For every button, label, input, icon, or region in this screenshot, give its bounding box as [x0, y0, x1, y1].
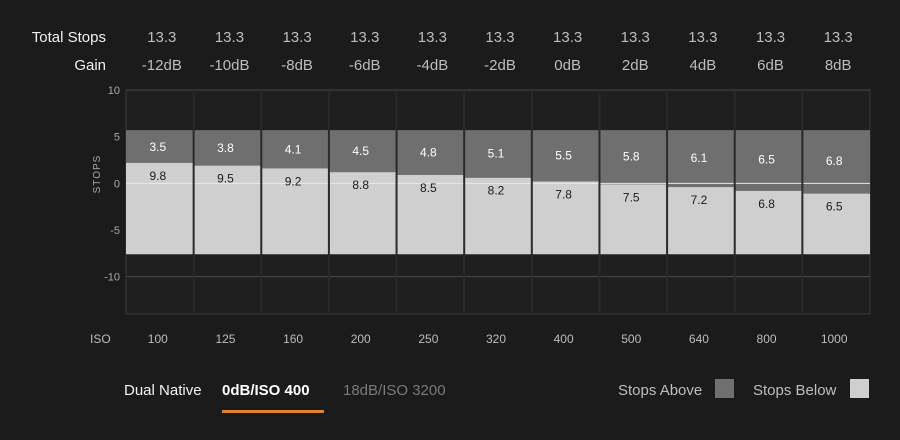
x-axis-label: ISO [90, 332, 111, 346]
iso-tick-label: 640 [688, 332, 709, 346]
gain-value: 4dB [689, 57, 717, 74]
stops-above-value-label: 4.8 [420, 145, 437, 159]
stops-below-value-label: 7.8 [555, 187, 572, 201]
stops-below-value-label: 8.8 [352, 178, 369, 192]
bar-stops-below [802, 193, 870, 255]
gain-value: -10dB [209, 57, 250, 74]
total-stops-value: 13.3 [282, 29, 312, 46]
y-tick-label: -5 [110, 225, 120, 237]
y-tick-label: 10 [108, 85, 120, 97]
bar-stops-below [734, 190, 803, 255]
total-stops-value: 13.3 [553, 29, 583, 46]
bar-stops-above [126, 130, 194, 163]
legend-stops-below-label: Stops Below [753, 382, 837, 399]
iso-tick-label: 250 [418, 332, 439, 346]
bar-stops-below [599, 184, 668, 255]
total-stops-value: 13.3 [755, 29, 786, 46]
total-stops-value: 13.3 [688, 29, 718, 46]
gain-value: -4dB [416, 57, 449, 74]
bar-stops-above [667, 130, 735, 188]
stops-above-value-label: 3.5 [149, 140, 166, 154]
selected-mode-underline [222, 410, 324, 413]
bar-stops-below [126, 162, 194, 255]
bar-stops-above [328, 130, 397, 173]
stops-below-value-label: 7.2 [691, 193, 708, 207]
gain-value: -8dB [281, 57, 313, 74]
gain-value: 8dB [824, 57, 852, 74]
total-stops-value: 13.3 [350, 29, 380, 46]
gain-value: 2dB [621, 57, 649, 74]
stops-below-value-label: 8.5 [420, 181, 437, 195]
iso-tick-label: 400 [553, 332, 574, 346]
total-stops-value: 13.3 [620, 29, 650, 46]
stops-above-value-label: 5.8 [623, 150, 640, 164]
iso-tick-label: 125 [215, 332, 236, 346]
bar-stops-below [531, 181, 600, 255]
y-tick-label: -10 [104, 272, 120, 284]
total-stops-value: 13.3 [214, 29, 245, 46]
stops-below-value-label: 9.2 [285, 174, 302, 188]
y-tick-label: 5 [114, 132, 120, 144]
bar-stops-above [396, 130, 465, 175]
stops-below-value-label: 7.5 [623, 190, 640, 204]
total-stops-value: 13.3 [485, 29, 515, 46]
gain-value: 0dB [554, 57, 581, 74]
iso-tick-label: 500 [621, 332, 642, 346]
iso-tick-label: 100 [147, 332, 168, 346]
iso-tick-label: 320 [485, 332, 507, 346]
stops-above-value-label: 3.8 [217, 141, 234, 155]
iso-tick-label: 1000 [820, 332, 848, 346]
total-stops-value: 13.3 [147, 29, 177, 46]
y-axis-label: STOPS [92, 155, 103, 194]
mode-18db-iso3200-tab[interactable]: 18dB/ISO 3200 [343, 382, 446, 399]
legend-stops-above-label: Stops Above [618, 382, 703, 399]
stops-above-value-label: 5.5 [555, 148, 572, 162]
gain-value: -2dB [484, 57, 516, 74]
gain-label: Gain [74, 57, 106, 74]
bar-stops-below [396, 174, 465, 255]
bar-stops-above [464, 130, 532, 178]
bar-stops-above [193, 130, 262, 166]
total-stops-label: Total Stops [31, 29, 106, 46]
bar-stops-above [531, 130, 600, 182]
gain-value: 6dB [757, 57, 784, 74]
mode-0db-iso400-tab[interactable]: 0dB/ISO 400 [222, 382, 310, 399]
stops-above-value-label: 6.8 [826, 154, 843, 168]
dual-native-label: Dual Native [124, 382, 202, 399]
iso-tick-label: 800 [756, 332, 777, 346]
stops-above-value-label: 4.5 [352, 144, 369, 158]
stops-below-value-label: 6.8 [758, 197, 775, 211]
bar-stops-below [328, 172, 397, 255]
gain-value: -6dB [348, 57, 381, 74]
bar-stops-above [599, 130, 668, 185]
legend-stops-above-swatch [715, 379, 734, 398]
stops-below-value-label: 8.2 [488, 184, 505, 198]
bar-stops-below [464, 177, 532, 255]
gain-value: -12dB [141, 57, 182, 74]
total-stops-value: 13.3 [823, 29, 853, 46]
stops-below-value-label: 6.5 [826, 200, 843, 214]
iso-tick-label: 160 [283, 332, 304, 346]
bar-stops-above [261, 130, 329, 169]
iso-tick-label: 200 [350, 332, 371, 346]
stops-above-value-label: 6.5 [758, 153, 775, 167]
legend-stops-below-swatch [850, 379, 869, 398]
bar-stops-below [261, 168, 329, 255]
bar-stops-above [734, 130, 803, 191]
total-stops-value: 13.3 [417, 29, 447, 46]
stops-above-value-label: 5.1 [488, 147, 505, 161]
stops-below-value-label: 9.5 [217, 172, 234, 186]
y-tick-label: 0 [114, 178, 120, 190]
bar-stops-below [193, 165, 262, 255]
stops-above-value-label: 4.1 [285, 142, 302, 156]
stops-below-value-label: 9.8 [149, 169, 166, 183]
bar-stops-below [667, 187, 735, 255]
stops-above-value-label: 6.1 [691, 151, 708, 165]
